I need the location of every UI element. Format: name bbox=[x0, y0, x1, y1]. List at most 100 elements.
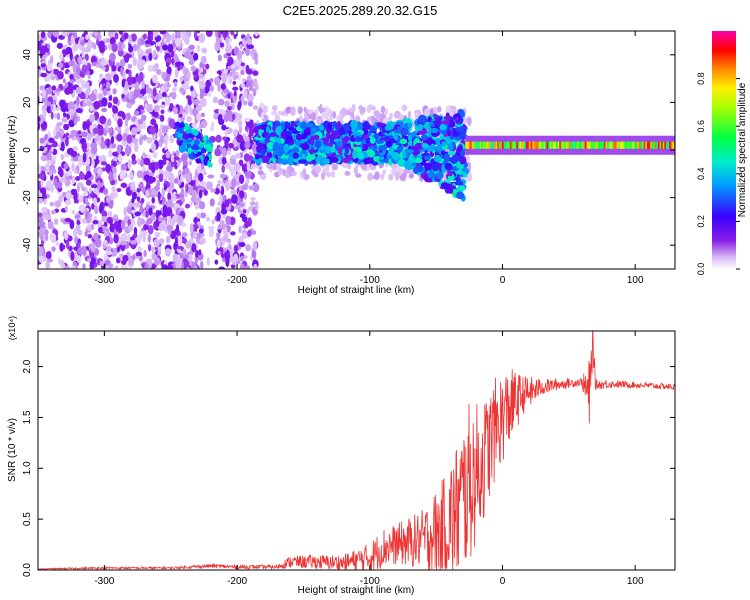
spectral-blob bbox=[101, 215, 107, 223]
spectral-blob bbox=[207, 162, 213, 168]
spectral-blob bbox=[292, 152, 300, 159]
spectral-blob bbox=[84, 231, 88, 237]
spectral-blob bbox=[281, 158, 289, 165]
spectral-blob bbox=[191, 242, 197, 253]
spectral-blob bbox=[103, 231, 109, 237]
snr-x-label: Height of straight line (km) bbox=[298, 585, 415, 596]
colorbar-label: Normalized spectral amplitude bbox=[737, 82, 748, 217]
spectral-blob bbox=[167, 264, 174, 269]
spectral-blob bbox=[225, 215, 232, 226]
spectral-blob bbox=[124, 145, 132, 156]
spectral-blob bbox=[87, 39, 93, 50]
spectral-blob bbox=[112, 156, 119, 162]
spectral-blob bbox=[443, 153, 450, 162]
spectral-blob bbox=[139, 205, 144, 214]
spectral-blob bbox=[152, 31, 159, 38]
spectral-blob bbox=[172, 253, 178, 262]
spectral-blob bbox=[40, 72, 48, 78]
spectral-blob bbox=[108, 31, 114, 38]
spectral-blob bbox=[140, 88, 147, 95]
spectral-blob bbox=[447, 186, 454, 194]
spectral-blob bbox=[280, 131, 287, 140]
spectral-blob bbox=[38, 255, 45, 263]
spectral-blob bbox=[402, 150, 407, 159]
spectral-blob bbox=[44, 229, 49, 236]
spectral-blob bbox=[42, 109, 47, 118]
spectral-blob bbox=[454, 116, 460, 122]
spectral-blob bbox=[411, 149, 421, 156]
spectral-blob bbox=[38, 33, 42, 42]
spectral-blob bbox=[71, 162, 75, 172]
spectral-blob bbox=[131, 127, 138, 136]
spectral-blob bbox=[136, 60, 144, 70]
spectral-line-cell bbox=[560, 141, 564, 149]
spectral-line-cell bbox=[565, 141, 568, 149]
spectral-blob bbox=[138, 71, 144, 82]
spectral-blob bbox=[230, 64, 236, 69]
spectral-blob bbox=[232, 86, 239, 91]
spectral-blob bbox=[426, 145, 436, 152]
spectral-blob bbox=[159, 104, 166, 109]
spectral-blob bbox=[343, 135, 350, 142]
spectral-blob bbox=[56, 112, 61, 121]
spectral-blob bbox=[147, 244, 152, 252]
spectral-blob bbox=[111, 143, 117, 149]
spectral-line-cell bbox=[670, 141, 673, 149]
spectral-blob bbox=[130, 240, 137, 245]
spectral-blob bbox=[384, 125, 392, 131]
spectral-blob bbox=[158, 222, 164, 232]
spectral-blob bbox=[175, 37, 182, 47]
x-tick-label: 0 bbox=[500, 576, 506, 587]
spectral-blob bbox=[84, 98, 88, 104]
spectral-line-cell bbox=[465, 141, 468, 149]
spectrogram-y-label: Frequency (Hz) bbox=[7, 116, 18, 185]
spectral-blob bbox=[136, 158, 141, 165]
spectral-blob bbox=[206, 216, 210, 222]
spectral-blob bbox=[145, 84, 150, 94]
spectral-blob bbox=[306, 123, 314, 128]
spectral-blob bbox=[373, 132, 380, 140]
spectral-line-cell bbox=[608, 141, 611, 149]
spectral-blob bbox=[68, 245, 73, 252]
spectral-blob bbox=[370, 115, 376, 123]
spectral-blob bbox=[67, 134, 75, 139]
spectral-blob bbox=[385, 139, 393, 148]
spectral-blob bbox=[62, 244, 66, 250]
spectral-blob bbox=[53, 218, 59, 225]
spectral-blob bbox=[330, 170, 336, 178]
spectral-line-cell bbox=[673, 141, 675, 149]
spectral-blob bbox=[224, 100, 230, 108]
spectral-blob bbox=[127, 63, 133, 69]
colorbar-tick-label: 0.2 bbox=[696, 215, 706, 228]
spectral-blob bbox=[174, 61, 182, 67]
spectral-blob bbox=[143, 231, 148, 236]
spectral-blob bbox=[332, 110, 336, 119]
spectral-blob bbox=[173, 241, 178, 251]
spectral-blob bbox=[221, 164, 226, 173]
spectral-blob bbox=[366, 104, 372, 113]
spectral-blob bbox=[44, 234, 49, 241]
spectral-blob bbox=[239, 263, 245, 269]
spectral-line-cell bbox=[506, 141, 509, 149]
spectral-blob bbox=[166, 83, 171, 88]
spectral-blob bbox=[369, 136, 376, 144]
spectrogram-x-ticks: -300 -200 -100 0 100 bbox=[94, 31, 644, 286]
spectral-blob bbox=[369, 164, 377, 171]
spectral-blob bbox=[46, 180, 53, 189]
spectral-blob bbox=[62, 78, 66, 84]
spectral-blob bbox=[63, 123, 70, 131]
spectral-blob bbox=[89, 92, 97, 102]
spectral-blob bbox=[440, 150, 446, 156]
spectral-blob bbox=[234, 58, 242, 67]
spectral-blob bbox=[281, 154, 287, 159]
spectral-blob bbox=[109, 219, 113, 226]
spectral-blob bbox=[167, 43, 174, 53]
spectral-blob bbox=[181, 82, 189, 90]
spectral-line-cell bbox=[587, 141, 591, 149]
spectral-blob bbox=[120, 182, 128, 188]
spectral-blob bbox=[223, 227, 228, 236]
spectral-blob bbox=[227, 105, 232, 111]
spectral-blob bbox=[217, 83, 221, 92]
spectral-blob bbox=[209, 78, 214, 83]
